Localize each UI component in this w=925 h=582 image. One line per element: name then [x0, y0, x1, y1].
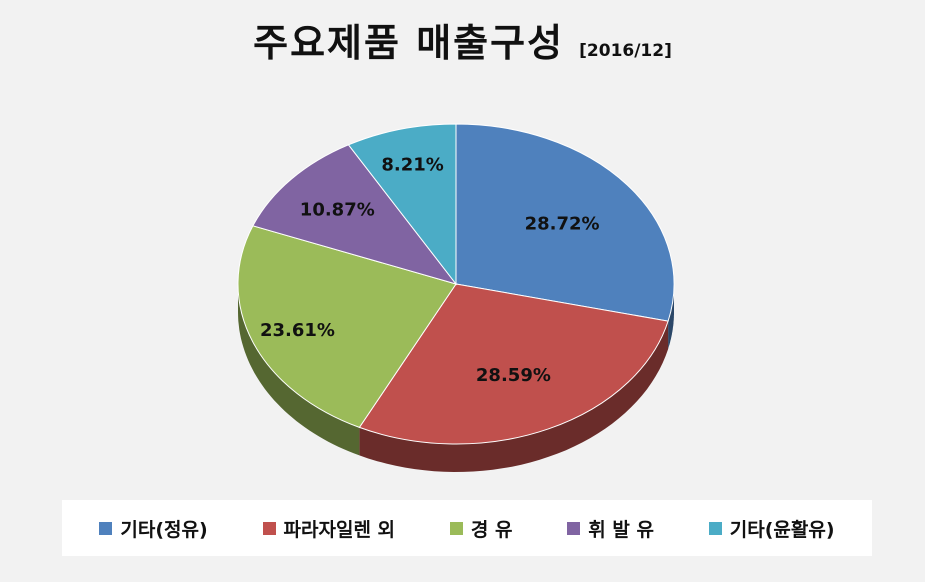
chart-title-row: 주요제품 매출구성 [2016/12] [0, 12, 925, 67]
pie-slice-0 [455, 123, 675, 322]
legend-label-2: 경 유 [470, 518, 513, 541]
legend-label-4: 기타(윤활유) [729, 518, 835, 541]
legend-swatch-0 [99, 521, 113, 535]
pie-side-0 [668, 284, 674, 350]
legend-label-1: 파라자일렌 외 [283, 518, 396, 541]
legend-item-0: 기타(정유) [99, 515, 208, 542]
legend-swatch-2 [449, 521, 463, 535]
legend-item-2: 경 유 [449, 515, 513, 542]
pie-chart: 28.72% 28.59% 23.61% 10.87% 8.21% [237, 123, 675, 472]
pie-slice-1 [358, 283, 669, 445]
pie-data-label-4: 8.21% [381, 154, 443, 175]
pie-slice-3 [252, 144, 458, 285]
chart-subtitle: [2016/12] [579, 41, 672, 61]
legend-swatch-4 [708, 521, 722, 535]
pie-slice-4 [347, 123, 457, 286]
chart-legend: 기타(정유) 파라자일렌 외 경 유 휘 발 유 기타(윤활유) [62, 500, 872, 556]
pie-side-1 [359, 321, 669, 472]
chart-title: 주요제품 매출구성 [253, 21, 565, 65]
legend-swatch-3 [567, 521, 581, 535]
legend-item-4: 기타(윤활유) [708, 515, 835, 542]
legend-item-1: 파라자일렌 외 [262, 515, 396, 542]
legend-label-0: 기타(정유) [120, 518, 208, 541]
legend-swatch-1 [262, 521, 276, 535]
legend-item-3: 휘 발 유 [567, 515, 654, 542]
pie-side-2 [238, 284, 360, 456]
pie-data-label-0: 28.72% [525, 214, 600, 235]
pie-data-label-3: 10.87% [300, 200, 375, 221]
pie-slice-2 [237, 225, 457, 429]
pie-data-label-2: 23.61% [260, 320, 335, 341]
legend-label-3: 휘 발 유 [588, 518, 654, 541]
pie-data-label-1: 28.59% [476, 365, 551, 386]
